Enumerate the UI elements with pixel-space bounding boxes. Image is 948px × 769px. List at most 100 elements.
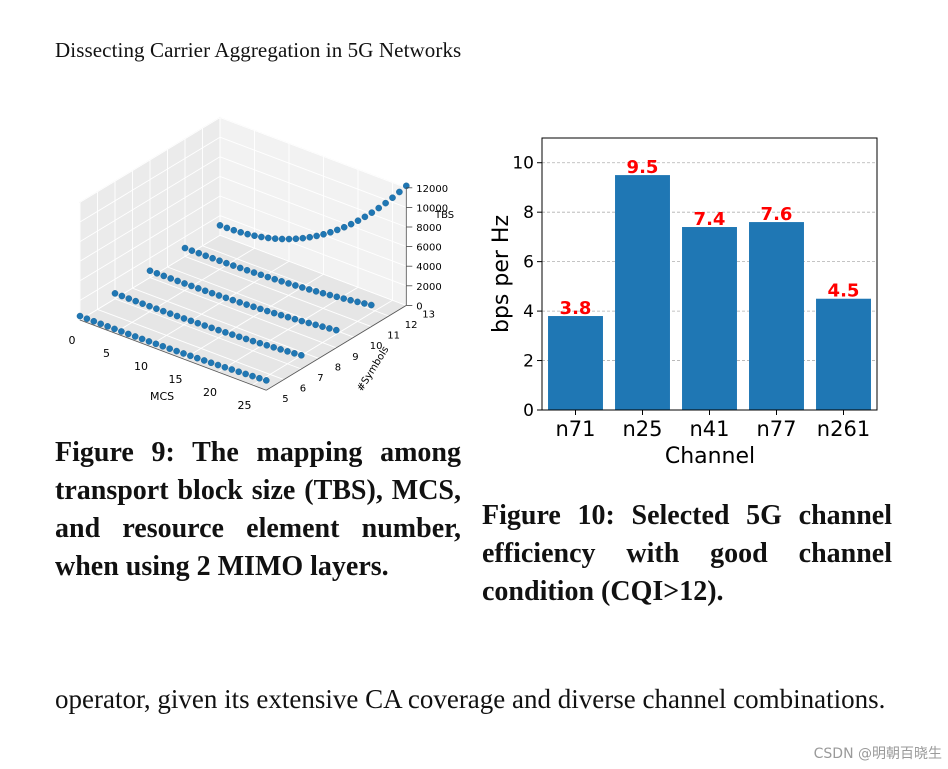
fig9-point [291, 350, 298, 357]
fig9-point [375, 204, 383, 212]
fig9-point [278, 235, 286, 243]
fig9-point [291, 315, 299, 323]
fig9-point [243, 266, 251, 274]
fig9-z-tick-label: 6000 [416, 243, 441, 254]
fig9-gridline [79, 176, 221, 262]
fig9-point [263, 307, 271, 315]
fig9-point [167, 275, 174, 282]
fig9-point [257, 271, 265, 279]
fig10-x-ticks: n71 n25 n41 n77 n261 [555, 410, 870, 441]
fig9-point [292, 282, 299, 289]
fig9-gridline [219, 215, 407, 287]
running-title: Dissecting Carrier Aggregation in 5G Net… [55, 38, 462, 62]
fig9-point [146, 267, 154, 275]
fig9-point [361, 213, 369, 221]
fig9-point [118, 328, 125, 335]
fig9-point [160, 272, 168, 280]
fig9-y-tick-label: 8 [335, 362, 341, 373]
fig10-x-tick-label: n41 [689, 417, 729, 441]
fig9-point [131, 333, 139, 340]
fig9-point [201, 287, 209, 295]
fig9-point [285, 280, 292, 287]
fig9-point [332, 326, 340, 334]
fig9-point [188, 247, 196, 254]
fig9-z-tick-label: 4000 [416, 262, 441, 273]
fig10-bar [816, 298, 871, 410]
fig10-x-tick-label: n77 [756, 417, 796, 441]
fig9-gridline [132, 287, 319, 359]
fig9-point [270, 309, 278, 317]
fig9-point [251, 232, 258, 240]
fig9-gridline [97, 308, 284, 381]
fig9-point [340, 223, 348, 231]
fig9-point [237, 229, 244, 236]
fig9-point [367, 301, 375, 309]
fig9-point [278, 278, 285, 285]
fig9-panes [78, 116, 408, 391]
fig9-point [249, 337, 257, 345]
fig10-bar-value-label: 7.4 [694, 209, 726, 230]
fig9-point [333, 226, 341, 234]
fig9-point [382, 199, 389, 207]
fig9-point [264, 234, 272, 242]
fig9-point [319, 323, 326, 330]
fig9-point [368, 209, 376, 216]
fig9-point [235, 368, 242, 376]
fig9-gridline [79, 117, 221, 203]
fig9-point [166, 345, 173, 353]
fig10-y-tick-label: 2 [523, 352, 534, 372]
fig9-point [145, 338, 153, 345]
fig9-point [200, 357, 208, 364]
fig9-point [202, 252, 209, 260]
fig9-y-tick-label: 13 [422, 309, 435, 320]
fig10-x-tick-label: n261 [817, 417, 870, 441]
fig9-point [180, 315, 188, 322]
fig9-point [222, 294, 230, 302]
fig9-point [173, 312, 181, 320]
fig9-point [104, 323, 111, 330]
fig9-point [270, 344, 277, 351]
fig9-point [299, 234, 307, 242]
fig9-point [160, 307, 167, 315]
fig9-point [249, 372, 256, 380]
fig9-point [194, 319, 202, 327]
fig9-y-tick-label: 9 [352, 352, 358, 363]
fig9-point [242, 370, 249, 378]
fig9-point [285, 235, 293, 243]
fig9-point [312, 288, 320, 295]
fig10-bars [548, 175, 871, 410]
fig10-bar-value-label: 3.8 [560, 298, 592, 319]
fig9-gridline [219, 234, 407, 306]
fig9-point [201, 322, 208, 329]
fig10-bar [749, 222, 804, 410]
fig9-point [264, 273, 272, 281]
fig9-point [250, 303, 257, 311]
fig9-point [262, 377, 270, 384]
fig9-point [340, 295, 348, 302]
fig9-z-tick-label: 2000 [416, 282, 441, 293]
fig9-gridline [79, 234, 221, 321]
fig9-point [284, 348, 291, 355]
fig9-point [118, 292, 126, 300]
fig9-point [242, 335, 250, 343]
body-paragraph: operator, given its extensive CA coverag… [55, 684, 886, 714]
fig9-point [132, 297, 139, 305]
fig9-point [181, 280, 188, 287]
fig10-y-tick-label: 6 [523, 253, 534, 273]
fig10-bar-value-label: 9.5 [627, 157, 659, 178]
fig9-z-tick-label: 10000 [416, 203, 448, 214]
fig9-gridline [149, 277, 337, 349]
fig10-x-tick-label: n25 [622, 417, 662, 441]
fig9-point [152, 340, 160, 348]
fig9-point [298, 284, 306, 291]
fig9-point [138, 335, 146, 343]
fig10-bar-value-label: 7.6 [761, 204, 793, 225]
fig10-value-labels: 3.8 9.5 7.4 7.6 4.5 [560, 157, 860, 319]
fig9-point [125, 330, 132, 338]
fig10-bar [548, 316, 603, 410]
fig9-x-axis-line [79, 319, 267, 391]
fig10-y-tick-label: 4 [523, 302, 534, 322]
fig9-point [207, 359, 215, 367]
fig9-point [180, 350, 187, 357]
